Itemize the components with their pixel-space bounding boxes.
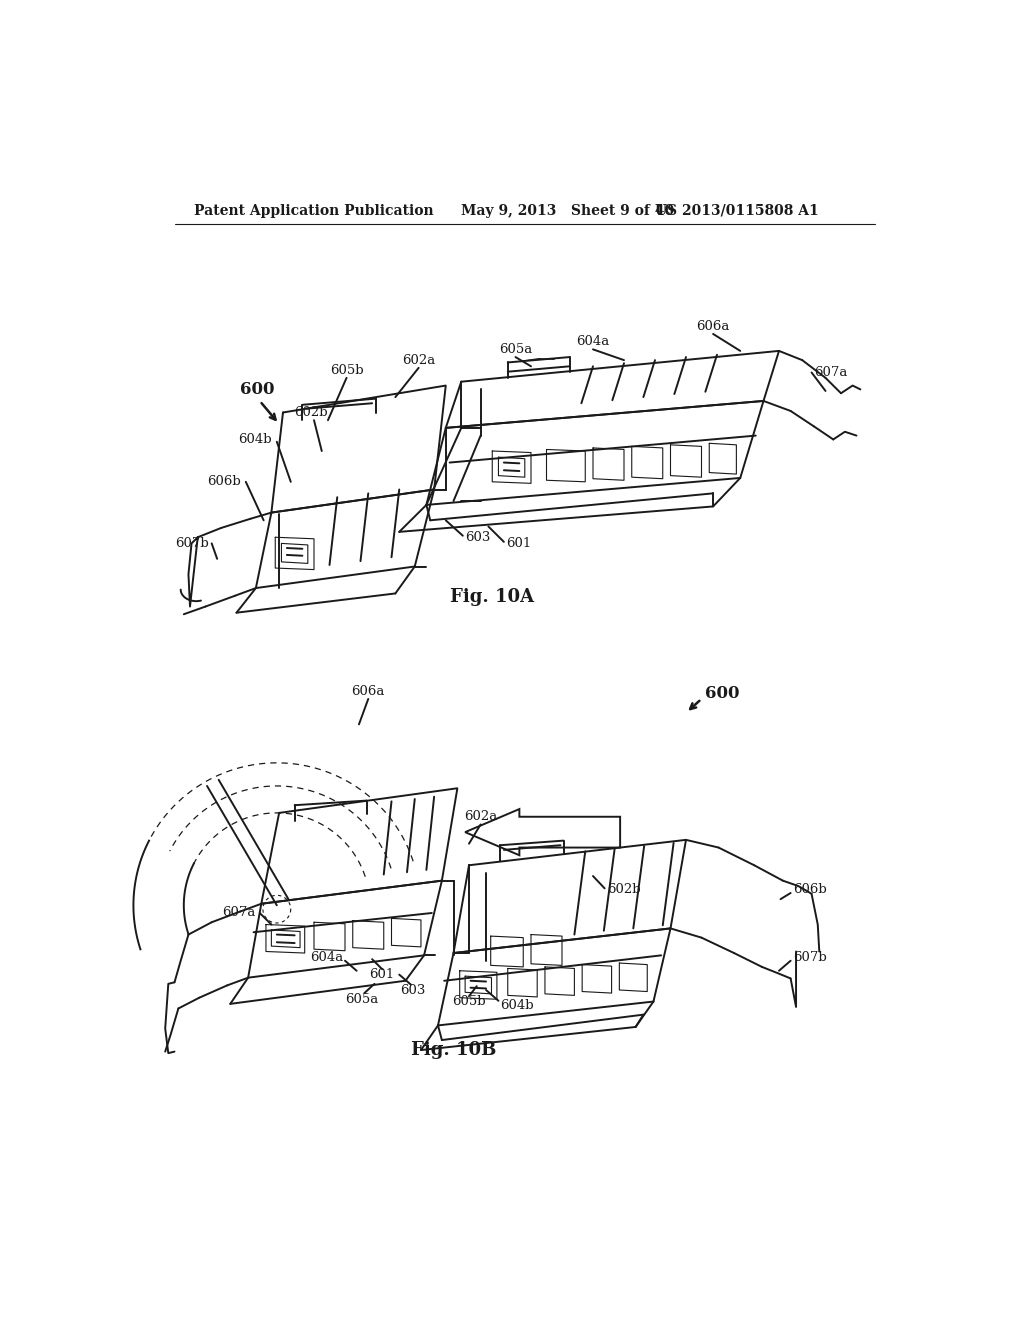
Text: 604b: 604b: [238, 433, 271, 446]
Text: 604b: 604b: [500, 999, 534, 1012]
Text: 606b: 606b: [207, 475, 241, 488]
Text: 604a: 604a: [310, 952, 343, 964]
Text: 606a: 606a: [351, 685, 385, 698]
Text: US 2013/0115808 A1: US 2013/0115808 A1: [655, 203, 819, 218]
Text: 606b: 606b: [793, 883, 826, 896]
Text: 602b: 602b: [607, 883, 641, 896]
Text: 602a: 602a: [402, 354, 435, 367]
Text: 600: 600: [241, 381, 274, 397]
Text: 605a: 605a: [345, 993, 379, 1006]
Text: 602a: 602a: [464, 810, 498, 824]
Text: 601: 601: [506, 537, 531, 550]
Text: 605a: 605a: [499, 343, 532, 356]
Text: 607b: 607b: [176, 537, 209, 550]
Text: 604a: 604a: [577, 335, 609, 348]
Text: 607b: 607b: [793, 952, 826, 964]
Text: 603: 603: [400, 983, 426, 997]
Text: 605b: 605b: [330, 363, 364, 376]
Text: Fig. 10A: Fig. 10A: [451, 589, 535, 606]
Text: 601: 601: [370, 968, 395, 981]
Text: Patent Application Publication: Patent Application Publication: [194, 203, 433, 218]
Text: 607a: 607a: [222, 907, 255, 920]
Polygon shape: [465, 809, 621, 855]
Text: 602b: 602b: [294, 407, 328, 418]
Text: 603: 603: [465, 531, 490, 544]
Text: 600: 600: [706, 685, 740, 702]
Text: 607a: 607a: [814, 366, 847, 379]
Text: May 9, 2013   Sheet 9 of 40: May 9, 2013 Sheet 9 of 40: [461, 203, 675, 218]
Text: Fig. 10B: Fig. 10B: [411, 1041, 497, 1059]
Text: 605b: 605b: [453, 995, 485, 1008]
Text: 606a: 606a: [696, 319, 730, 333]
